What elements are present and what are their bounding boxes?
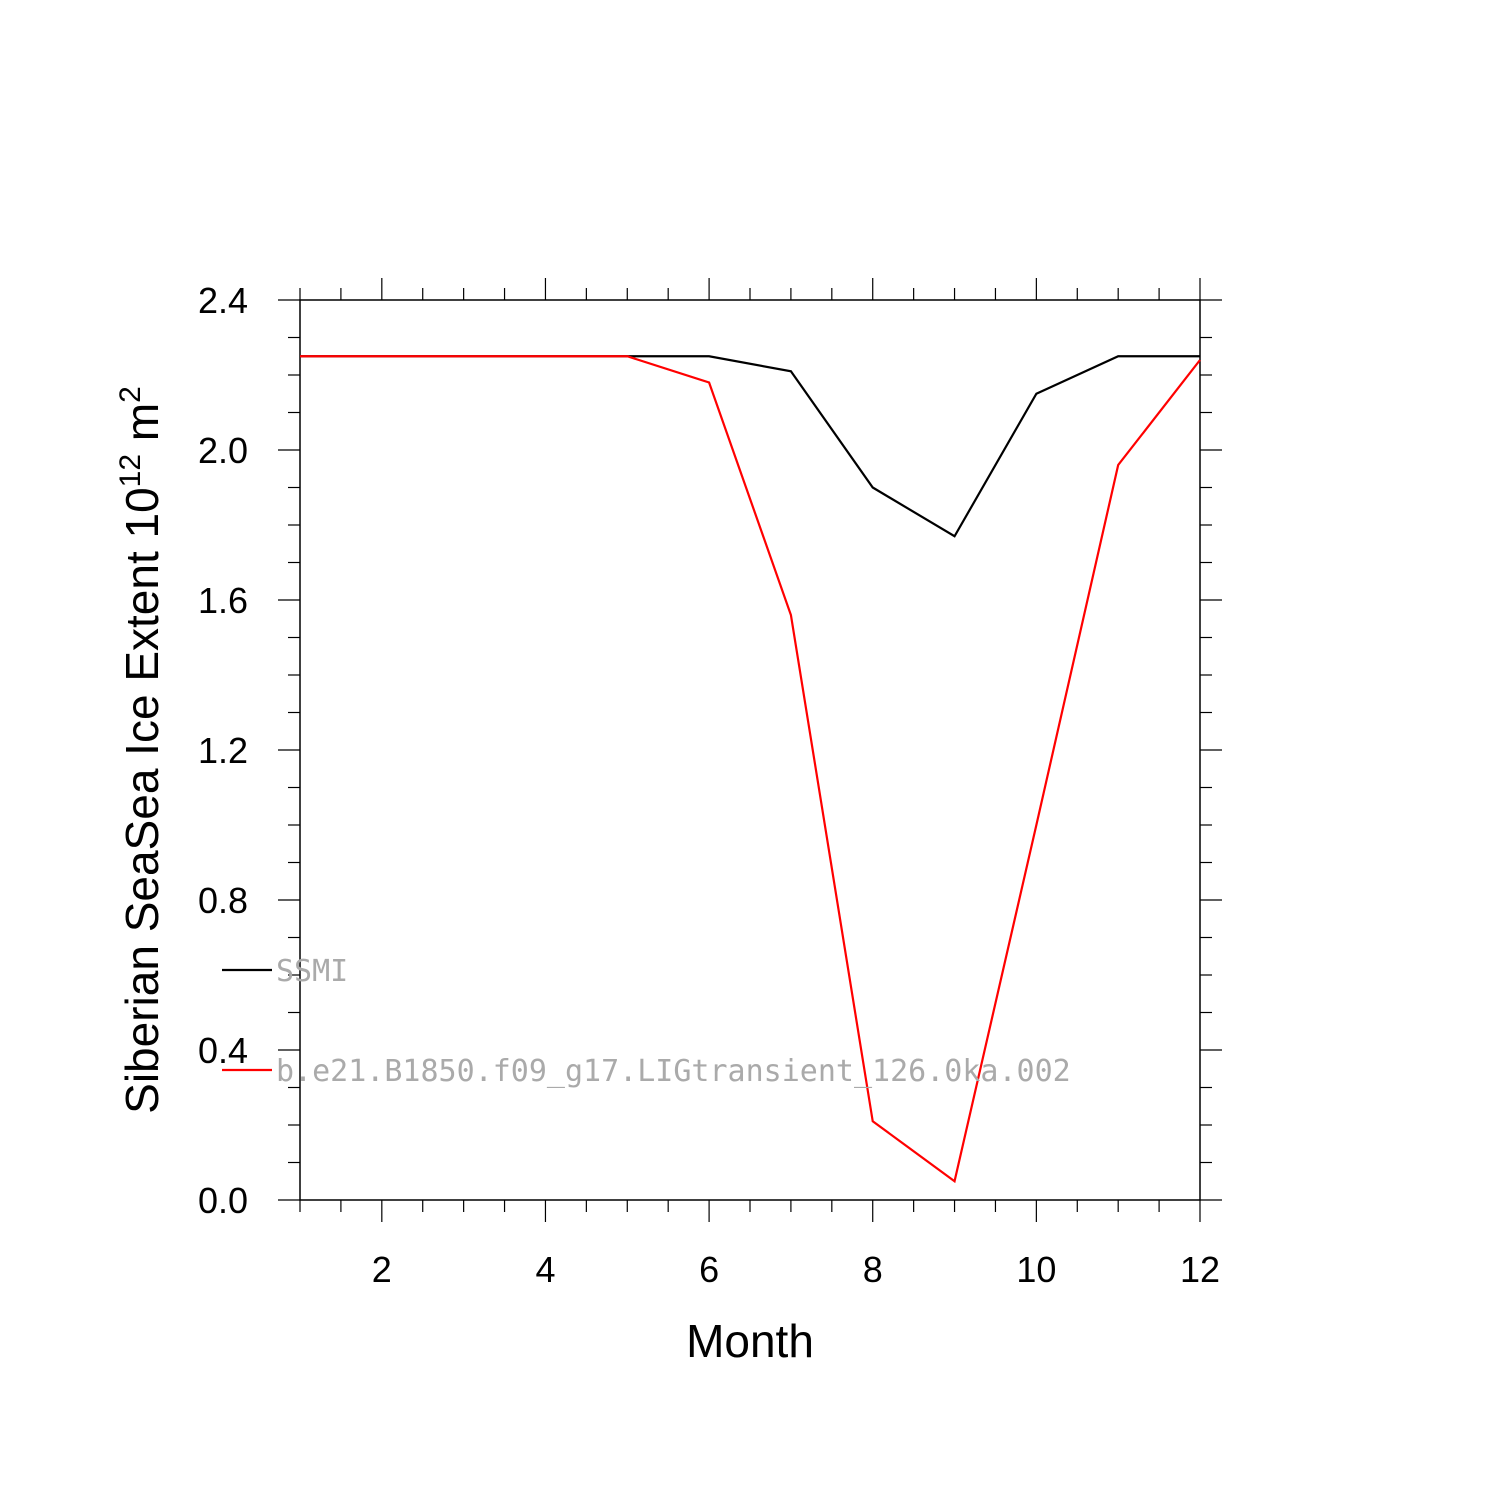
x-tick-label: 6 bbox=[699, 1249, 719, 1290]
y-tick-label: 0.8 bbox=[198, 880, 248, 921]
y-axis-title-unit-exponent: 2 bbox=[114, 386, 147, 403]
x-tick-label: 8 bbox=[863, 1249, 883, 1290]
series-line-2 bbox=[300, 355, 1201, 1184]
x-tick-label: 10 bbox=[1016, 1249, 1056, 1290]
y-tick-label: 2.0 bbox=[198, 430, 248, 471]
y-tick-label: 2.4 bbox=[198, 280, 248, 321]
y-axis-title-unit: m bbox=[116, 403, 168, 454]
legend-label-1: SSMI bbox=[276, 954, 348, 989]
x-tick-label: 12 bbox=[1180, 1249, 1220, 1290]
y-axis-title: Siberian SeaSea Ice Extent 1012 m2 bbox=[114, 386, 168, 1114]
legend: SSMI b.e21.B1850.f09_g17.LIGtransient_126… bbox=[222, 954, 1071, 1089]
y-tick-label: 1.6 bbox=[198, 580, 248, 621]
tick-labels-group: 2 4 6 8 10 12 0.0 0.4 0.8 1.2 1.6 2.0 2.4 bbox=[198, 280, 1220, 1290]
y-axis-title-exponent: 12 bbox=[114, 454, 147, 487]
series-group bbox=[300, 355, 1201, 1184]
legend-label-2: b.e21.B1850.f09_g17.LIGtransient_126.0ka… bbox=[276, 1054, 1071, 1089]
ticks-group bbox=[278, 278, 1222, 1222]
y-tick-label: 1.2 bbox=[198, 730, 248, 771]
y-tick-label: 0.4 bbox=[198, 1030, 248, 1071]
y-axis-title-main: Siberian SeaSea Ice Extent 10 bbox=[116, 487, 168, 1114]
y-tick-label: 0.0 bbox=[198, 1180, 248, 1221]
x-tick-label: 4 bbox=[535, 1249, 555, 1290]
series-line-1 bbox=[300, 355, 1200, 538]
x-tick-label: 2 bbox=[372, 1249, 392, 1290]
x-axis-title: Month bbox=[686, 1315, 814, 1367]
